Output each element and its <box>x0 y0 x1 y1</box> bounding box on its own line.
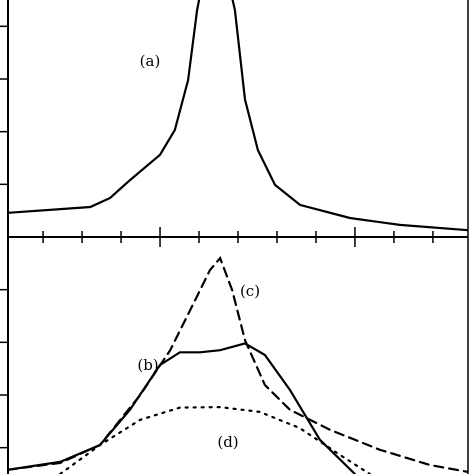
curve <box>8 0 468 232</box>
curve-label: (b) <box>137 356 158 374</box>
curve-label: (a) <box>140 52 161 70</box>
curve <box>8 255 468 473</box>
curve <box>59 405 371 474</box>
curve-label: (d) <box>217 433 238 451</box>
curve-label: (c) <box>240 282 260 300</box>
